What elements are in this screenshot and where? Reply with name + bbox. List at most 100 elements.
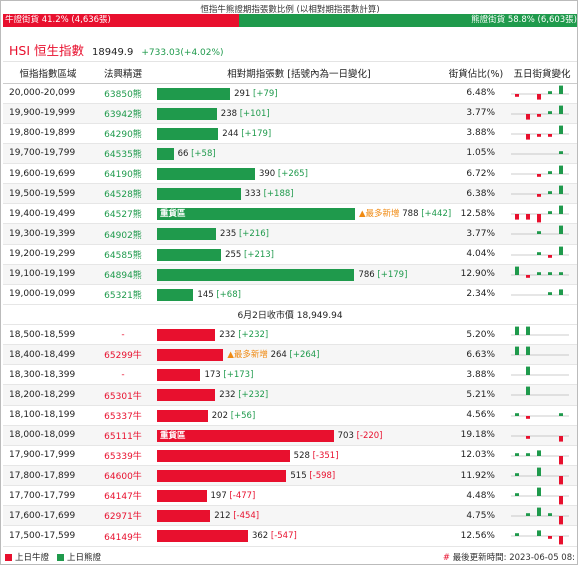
warrant-code-link[interactable]: 63850熊 xyxy=(93,83,153,104)
five-day-sparkline xyxy=(507,123,577,144)
sparkline-bar xyxy=(515,533,519,537)
range-cell: 19,400-19,499 xyxy=(3,203,93,225)
contracts-value: 390 xyxy=(258,169,276,180)
contracts-value: 66 xyxy=(177,148,189,159)
warrant-code-link[interactable]: 64527熊 xyxy=(93,203,153,225)
range-cell: 19,900-19,999 xyxy=(3,103,93,124)
warrant-code-link[interactable]: 65321熊 xyxy=(93,284,153,306)
contracts-bar-cell: 重貨區 703 [-220] xyxy=(153,425,445,446)
warrant-code-link[interactable]: 63942熊 xyxy=(93,103,153,124)
five-day-sparkline xyxy=(507,183,577,205)
sparkline-bar xyxy=(515,346,519,356)
warrant-code-link[interactable]: 64585熊 xyxy=(93,244,153,265)
five-day-sparkline xyxy=(507,223,577,245)
warrant-code-link[interactable]: 65299牛 xyxy=(93,344,153,366)
contracts-label: 390 [+265] xyxy=(259,167,308,181)
share-cell: 5.21% xyxy=(445,384,507,406)
five-day-sparkline xyxy=(507,465,577,487)
page-title: 恒指牛熊證期指張數比例 (以相對期指張數計算) xyxy=(200,5,380,15)
range-cell: 20,000-20,099 xyxy=(3,83,93,104)
share-cell: 3.88% xyxy=(445,364,507,386)
table-row: 19,700-19,799 64535熊 66 [+58] 1.05% xyxy=(3,143,577,165)
sparkline-bar xyxy=(548,90,552,94)
contracts-bar xyxy=(157,409,208,422)
share-cell: 4.48% xyxy=(445,485,507,507)
sparkline-bar xyxy=(559,536,563,545)
sparkline-bar xyxy=(515,473,519,477)
warrant-code-link[interactable]: 64535熊 xyxy=(93,143,153,165)
warrant-code-link[interactable]: 64902熊 xyxy=(93,223,153,245)
five-day-sparkline xyxy=(507,163,577,185)
contracts-bar xyxy=(157,268,355,281)
sparkline-bar xyxy=(526,326,530,336)
sparkline-bar xyxy=(515,412,519,416)
daily-change: [+58] xyxy=(191,148,216,159)
warrant-code-link[interactable]: 64894熊 xyxy=(93,264,153,285)
sparkline-bar xyxy=(537,194,541,198)
warrant-code-link[interactable]: 65301牛 xyxy=(93,384,153,406)
contracts-label: 244 [+179] xyxy=(222,127,271,141)
sparkline-bar xyxy=(537,507,541,517)
sparkline-bar xyxy=(537,467,541,477)
daily-change: [-220] xyxy=(356,430,383,441)
warrant-code-link[interactable]: 64528熊 xyxy=(93,183,153,205)
contracts-bar xyxy=(157,168,255,181)
daily-change: [+68] xyxy=(216,289,241,300)
share-cell: 6.48% xyxy=(445,83,507,104)
warrant-code-link[interactable]: 62971牛 xyxy=(93,505,153,527)
warrant-code-link[interactable]: 64149牛 xyxy=(93,525,153,547)
contracts-bar xyxy=(157,449,290,462)
warrant-code-link[interactable]: 65337牛 xyxy=(93,405,153,426)
contracts-bar-cell: 333 [+188] xyxy=(153,183,445,205)
warrant-code-link[interactable]: 64600牛 xyxy=(93,465,153,487)
contracts-label: 232 [+232] xyxy=(219,328,268,342)
sparkline-chart xyxy=(511,205,569,223)
contracts-value: 244 xyxy=(222,128,239,139)
legend-bull-label: 上日牛證 xyxy=(15,553,50,563)
sparkline-bar xyxy=(515,214,519,220)
warrant-code-link[interactable]: 64190熊 xyxy=(93,163,153,185)
sparkline-bar xyxy=(559,246,563,255)
contracts-label: 703 [-220] xyxy=(338,429,383,443)
contracts-value: 212 xyxy=(214,511,231,522)
sparkline-bar xyxy=(526,435,530,439)
sparkline-bar xyxy=(559,455,563,465)
sparkline-chart xyxy=(511,450,569,465)
warrant-code-link[interactable]: 65111牛 xyxy=(93,425,153,446)
daily-change: [+265] xyxy=(277,169,308,180)
warrant-code-link[interactable]: 64290熊 xyxy=(93,123,153,144)
share-cell: 12.03% xyxy=(445,445,507,467)
daily-change: [+79] xyxy=(253,88,278,99)
contracts-bar xyxy=(157,147,174,160)
sparkline-bar xyxy=(537,93,541,100)
sparkline-bar xyxy=(559,85,563,94)
table-row: 19,800-19,899 64290熊 244 [+179] 3.88% xyxy=(3,123,577,144)
warrant-code-link[interactable]: 64147牛 xyxy=(93,485,153,507)
sparkline-bar xyxy=(515,453,519,456)
share-cell: 6.38% xyxy=(445,183,507,205)
sparkline-bar xyxy=(559,226,563,235)
legend-bull-swatch xyxy=(5,554,12,561)
daily-change: [+232] xyxy=(238,330,269,341)
contracts-label: 202 [+56] xyxy=(212,409,256,423)
table-row: 19,300-19,399 64902熊 235 [+216] 3.77% xyxy=(3,223,577,245)
contracts-label: 528 [-351] xyxy=(294,449,339,463)
sparkline-chart xyxy=(511,326,569,336)
contracts-value: 202 xyxy=(211,410,228,421)
warrant-code-link[interactable]: 65339牛 xyxy=(93,445,153,467)
sparkline-bar xyxy=(559,496,563,505)
five-day-sparkline xyxy=(507,384,577,406)
contracts-value: 291 xyxy=(234,88,251,99)
sparkline-bar xyxy=(526,113,530,120)
contracts-bar xyxy=(157,389,216,402)
sparkline-bar xyxy=(537,214,541,223)
warrant-code-link: - xyxy=(93,364,153,386)
sparkline-bar xyxy=(526,387,530,396)
cbbc-table: 恒指指數區域 法興精選 相對期指張數 [括號內為一日變化] 街貨佔比(%) 五日… xyxy=(3,63,577,547)
five-day-sparkline xyxy=(507,264,577,285)
sparkline-bar xyxy=(559,435,563,442)
contracts-bar: 重貨區 xyxy=(157,208,355,221)
contracts-label: 362 [-547] xyxy=(252,529,297,543)
most-added-note: ▲最多新增 xyxy=(227,350,268,361)
